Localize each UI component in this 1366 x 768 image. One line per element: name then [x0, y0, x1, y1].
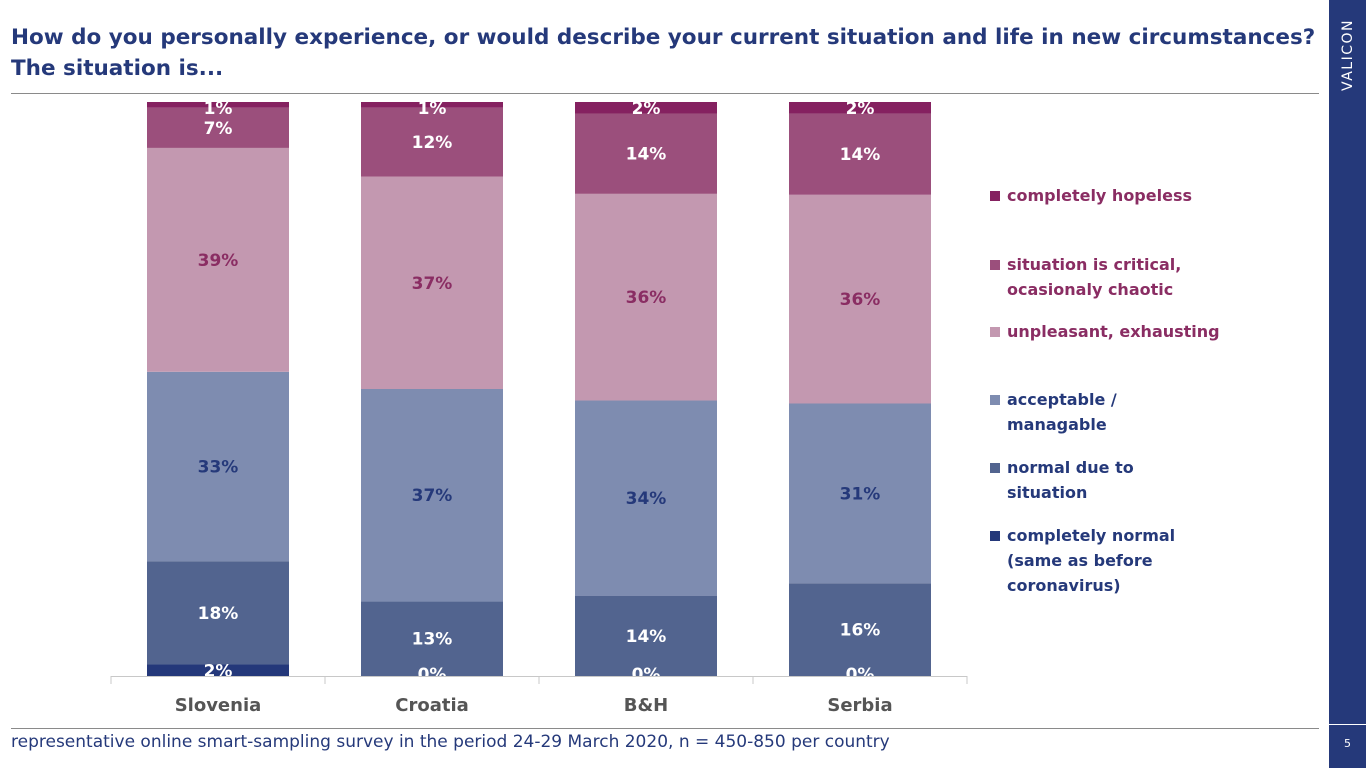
x-tick-label: Serbia: [827, 695, 892, 716]
bar-segment: [147, 147, 289, 372]
title-divider: [11, 93, 1319, 94]
data-label: 39%: [198, 251, 239, 271]
stacked-bar-chart: 2%18%33%39%7%1%0%13%37%37%12%1%0%14%34%3…: [110, 99, 968, 716]
legend-label: situation is critical, ocasionaly chaoti…: [1007, 255, 1182, 299]
bar-segment: [575, 102, 717, 114]
bar-segment: [575, 595, 717, 676]
chart-legend: completely hopeless situation is critical…: [990, 0, 1320, 768]
legend-swatch: [990, 463, 1000, 473]
data-label: 14%: [840, 145, 881, 165]
data-label: 0%: [846, 665, 875, 685]
data-label: 12%: [412, 133, 453, 153]
legend-swatch: [990, 395, 1000, 405]
data-label: 2%: [846, 99, 875, 119]
data-label: 2%: [204, 661, 233, 681]
footer-note: representative online smart-sampling sur…: [11, 732, 890, 752]
data-label: 16%: [840, 621, 881, 641]
legend-label: completely hopeless: [1007, 186, 1192, 205]
data-label: 14%: [626, 145, 667, 165]
legend-label: completely normal (same as before corona…: [1007, 526, 1176, 595]
data-label: 0%: [632, 665, 661, 685]
brand-logo: VALICON: [1339, 19, 1356, 91]
bar-segment: [789, 403, 931, 584]
bar-segment: [147, 371, 289, 562]
data-label: 1%: [418, 99, 447, 119]
legend-swatch: [990, 191, 1000, 201]
bar-segment: [147, 107, 289, 148]
bar-segment: [789, 583, 931, 676]
page-number: 5: [1344, 737, 1351, 750]
bar-segment: [147, 102, 289, 108]
page-title: How do you personally experience, or wou…: [11, 25, 1316, 81]
bar-segment: [575, 193, 717, 401]
legend-swatch: [990, 260, 1000, 270]
bar-segment: [789, 194, 931, 404]
legend-label: unpleasant, exhausting: [1007, 322, 1220, 341]
brand-sidebar: VALICON 5: [1329, 0, 1366, 768]
legend-label: normal due to situation: [1007, 458, 1134, 502]
x-tick-label: Croatia: [395, 695, 469, 716]
data-label: 7%: [204, 119, 233, 139]
data-label: 37%: [412, 486, 453, 506]
legend-label: acceptable / managable: [1007, 390, 1117, 434]
bar-segment: [147, 561, 289, 665]
data-label: 36%: [626, 288, 667, 308]
legend-swatch: [990, 531, 1000, 541]
data-label: 33%: [198, 457, 239, 477]
bar-segment: [789, 113, 931, 195]
bar-segment: [361, 107, 503, 177]
bar-segment: [361, 176, 503, 389]
data-label: 31%: [840, 484, 881, 504]
data-label: 1%: [204, 99, 233, 119]
bar-segment: [147, 664, 289, 676]
data-label: 36%: [840, 290, 881, 310]
legend-swatch: [990, 327, 1000, 337]
sidebar-divider: [1329, 724, 1366, 725]
data-label: 13%: [412, 630, 453, 650]
data-label: 18%: [198, 604, 239, 624]
data-label: 34%: [626, 489, 667, 509]
data-label: 37%: [412, 274, 453, 294]
x-tick-label: Slovenia: [175, 695, 262, 716]
footer-divider: [11, 728, 1319, 729]
bar-segment: [575, 400, 717, 596]
x-tick-label: B&H: [624, 695, 668, 716]
bar-segment: [361, 601, 503, 676]
data-label: 14%: [626, 627, 667, 647]
data-label: 2%: [632, 99, 661, 119]
bar-segment: [361, 389, 503, 602]
bar-segment: [575, 113, 717, 194]
data-label: 0%: [418, 665, 447, 685]
bar-segment: [789, 102, 931, 114]
bar-segment: [361, 102, 503, 108]
